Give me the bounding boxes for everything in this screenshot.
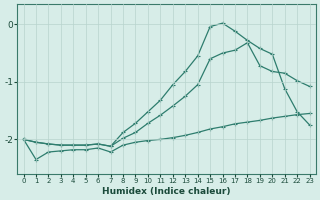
X-axis label: Humidex (Indice chaleur): Humidex (Indice chaleur) [102,187,231,196]
